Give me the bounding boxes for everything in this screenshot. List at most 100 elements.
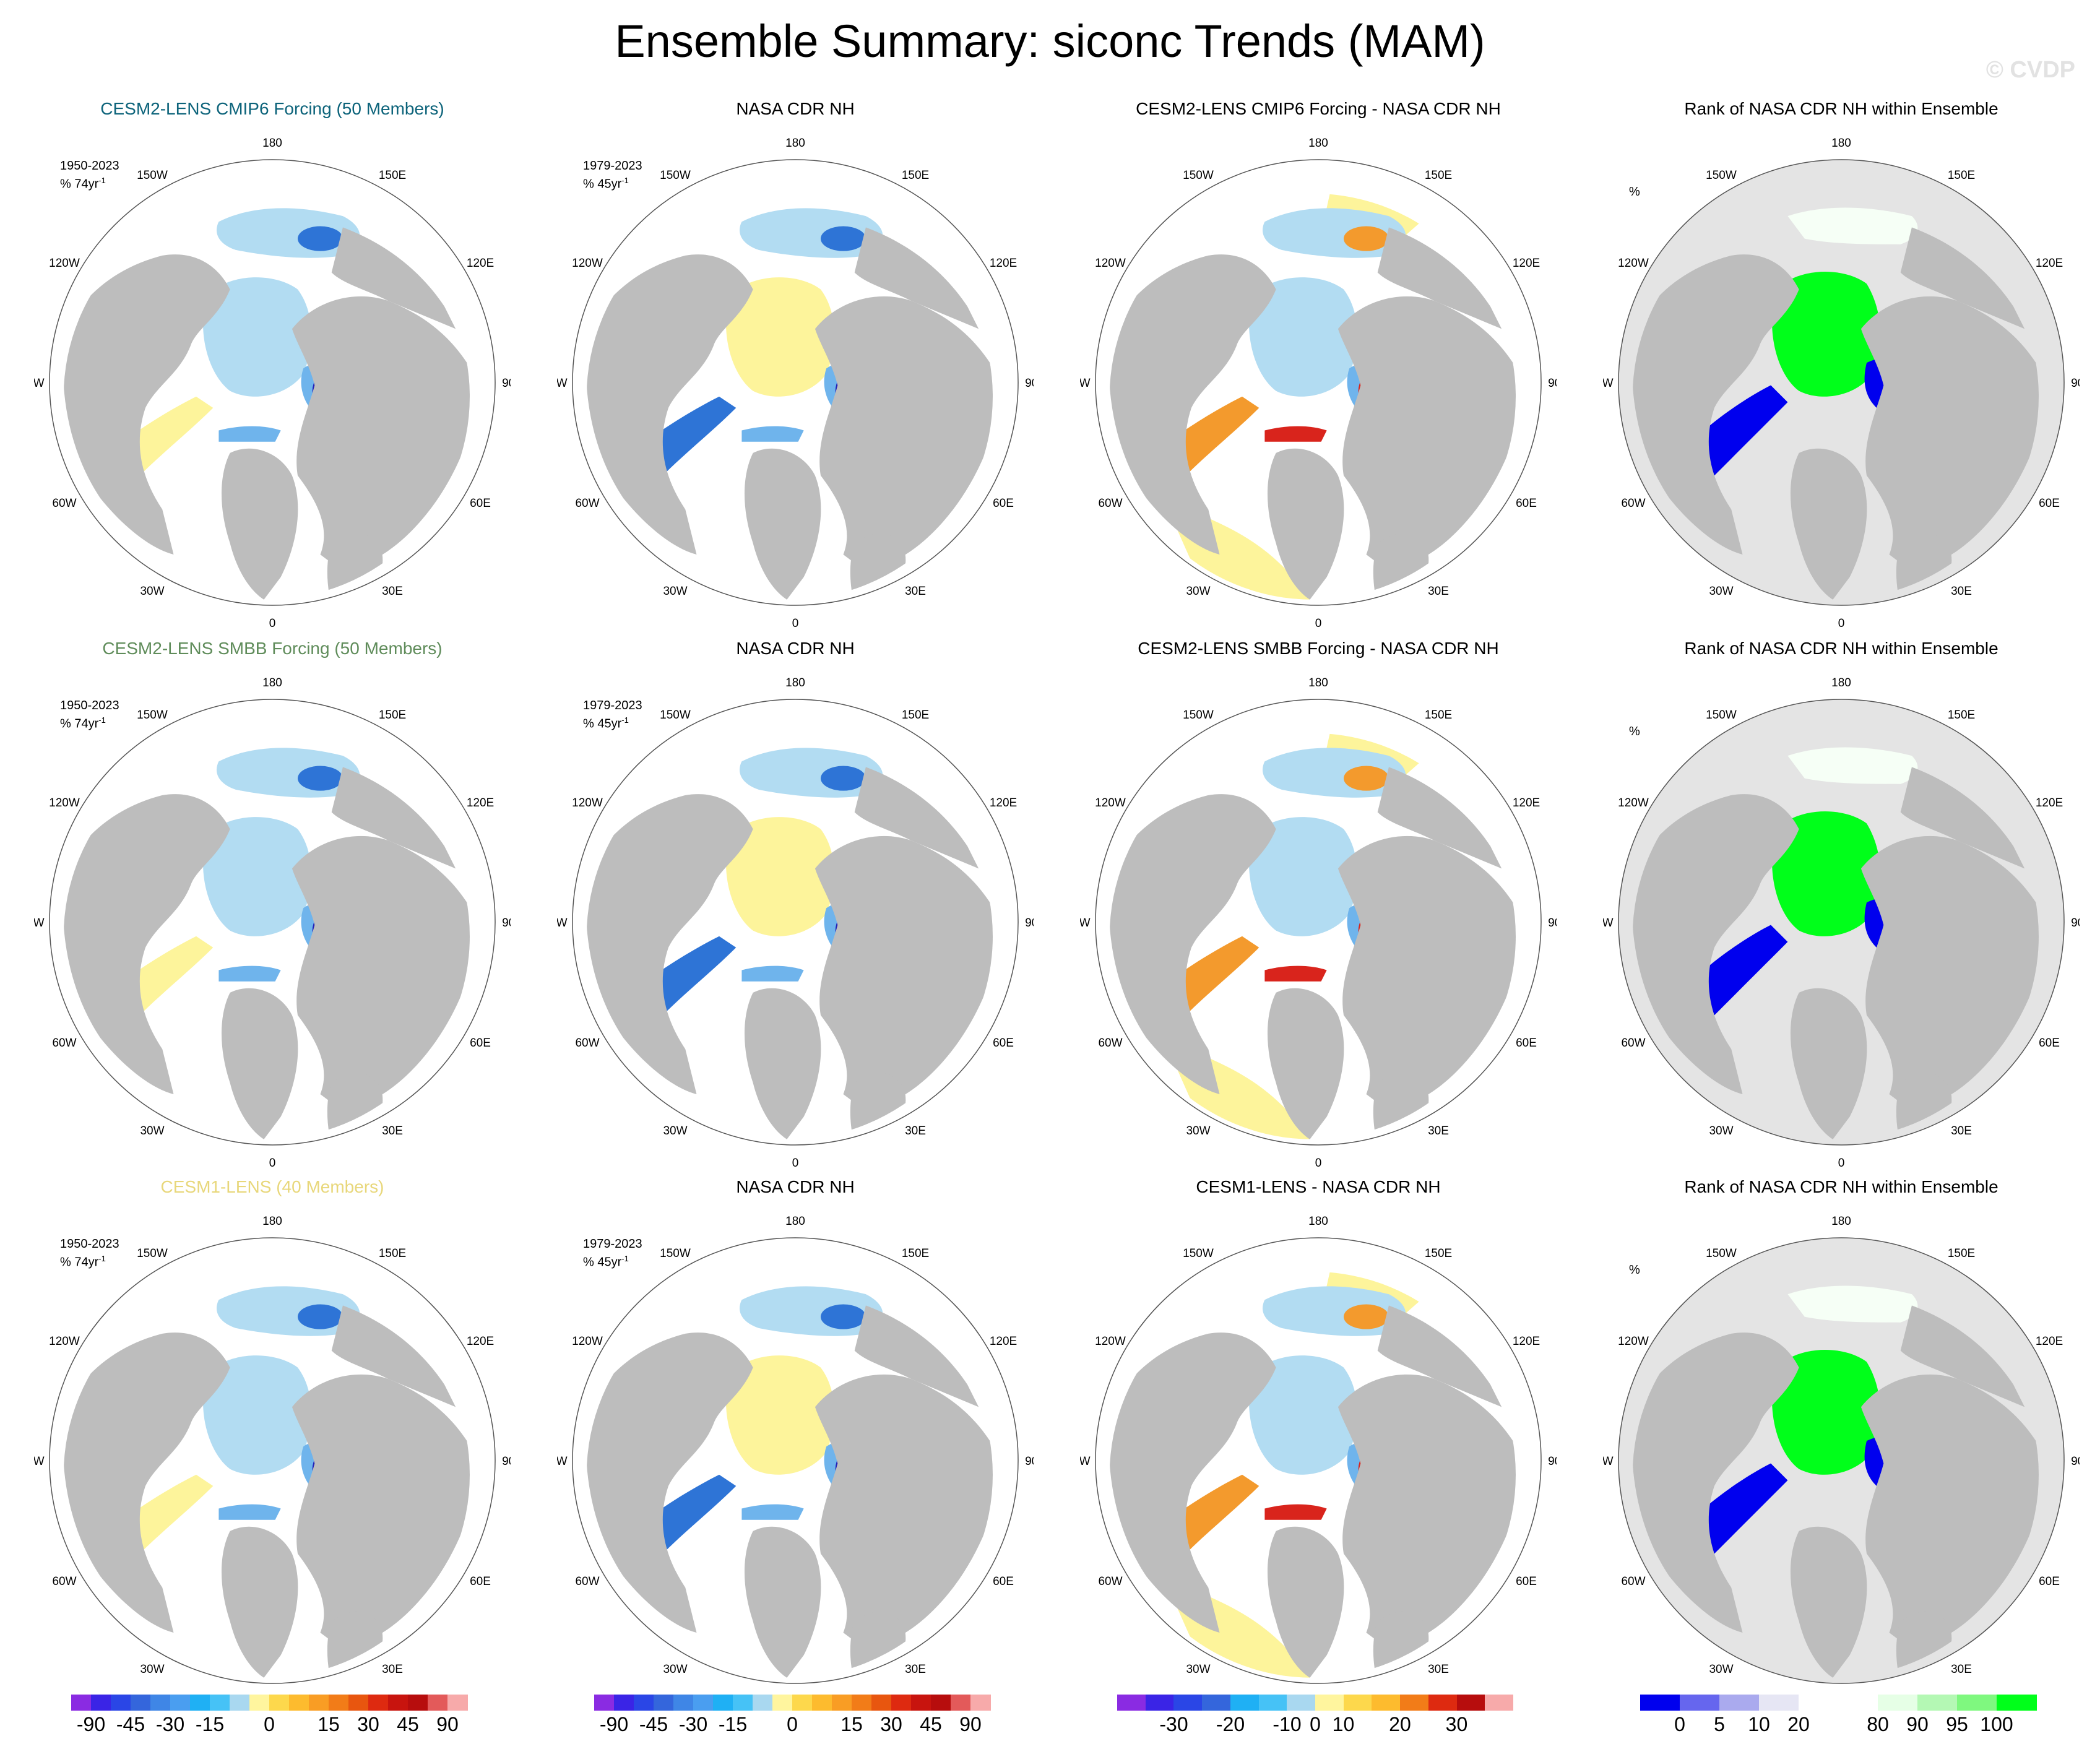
colorbar-swatch — [812, 1695, 832, 1711]
colorbar-tick-label: 15 — [318, 1713, 340, 1735]
eurasia-landmass — [1337, 836, 1516, 1112]
longitude-label: 120E — [990, 257, 1017, 270]
longitude-label: 120E — [1513, 797, 1540, 810]
longitude-label: 30E — [905, 1125, 926, 1138]
polar-map: 180150E120E90E60E30E030W60W90W120W150W — [557, 137, 1034, 630]
period-annotation: 1950-2023 % 74yr-1 — [60, 698, 119, 732]
okhotsk-trend-core — [1344, 1304, 1389, 1329]
colorbar-swatch — [1680, 1695, 1720, 1711]
central-arctic-ice — [1249, 817, 1357, 936]
longitude-label: 150W — [1183, 709, 1214, 722]
colorbar-swatch — [832, 1695, 852, 1711]
longitude-label: 90E — [502, 377, 511, 390]
rank-mid-region — [1787, 747, 1918, 784]
longitude-label: 90E — [2071, 377, 2080, 390]
eurasia-landmass — [815, 1374, 993, 1650]
units-exponent: -1 — [98, 715, 106, 725]
longitude-label: 30W — [140, 1663, 164, 1676]
longitude-label: 0 — [1315, 1157, 1322, 1170]
longitude-label: 30W — [1186, 1125, 1210, 1138]
longitude-label: 150E — [379, 709, 406, 722]
greenland-sea-trend — [1264, 965, 1327, 982]
longitude-label: 0 — [269, 1157, 276, 1170]
longitude-label: 0 — [1315, 617, 1322, 630]
polar-map: 180150E120E90E60E30E030W60W90W120W150W — [1080, 1215, 1557, 1708]
longitude-label: 150W — [660, 169, 691, 182]
longitude-label: 90E — [1548, 1455, 1557, 1468]
longitude-label: 30E — [1951, 1663, 1972, 1676]
colorbar-swatch — [408, 1695, 428, 1711]
okhotsk-trend-core — [298, 226, 343, 251]
colorbar-swatch — [733, 1695, 753, 1711]
longitude-label: 120W — [572, 797, 603, 810]
colorbar-swatch — [931, 1695, 951, 1711]
longitude-label: 60W — [575, 1575, 599, 1588]
colorbar-swatch — [594, 1695, 615, 1711]
longitude-label: 90W — [1080, 917, 1091, 930]
colorbar-swatch — [1287, 1695, 1316, 1711]
longitude-label: 150E — [902, 709, 929, 722]
okhotsk-trend-core — [298, 1304, 343, 1329]
panel-title: Rank of NASA CDR NH within Ensemble — [1684, 1177, 1998, 1196]
longitude-label: 150E — [1948, 169, 1975, 182]
longitude-label: 30E — [1428, 585, 1449, 598]
okhotsk-trend-core — [1344, 226, 1389, 251]
longitude-label: 30E — [1951, 585, 1972, 598]
colorbar-tick-label: 20 — [1787, 1713, 1810, 1735]
longitude-label: 90W — [1080, 377, 1091, 390]
colorbar-swatch — [1799, 1695, 1839, 1711]
longitude-label: 150W — [137, 169, 168, 182]
colorbar-swatch — [1117, 1695, 1146, 1711]
longitude-label: 60W — [52, 1575, 76, 1588]
period-label: 1950-2023 — [60, 699, 119, 712]
polar-map: 180150E120E90E60E30E030W60W90W120W150W — [1603, 676, 2080, 1170]
colorbar-swatch — [190, 1695, 210, 1711]
longitude-label: 90W — [1603, 1455, 1614, 1468]
colorbar-swatch — [269, 1695, 290, 1711]
longitude-label: 60E — [1516, 1037, 1537, 1050]
colorbar-tick-label: 30 — [357, 1713, 379, 1735]
longitude-label: 60W — [52, 497, 76, 510]
colorbar-tick-label: 0 — [264, 1713, 275, 1735]
central-arctic-ice — [203, 817, 311, 936]
colorbar-swatch — [1145, 1695, 1174, 1711]
colorbar-swatch — [131, 1695, 151, 1711]
colorbar-swatch — [1315, 1695, 1344, 1711]
polar-map: 180150E120E90E60E30E030W60W90W120W150W — [1080, 137, 1557, 630]
units-label: % 45yr-1 — [583, 176, 629, 191]
map-boundary — [49, 159, 496, 606]
longitude-label: 180 — [262, 676, 282, 689]
period-annotation: 1979-2023 % 45yr-1 — [583, 1237, 642, 1270]
greenland-sea-trend — [741, 426, 804, 442]
colorbar-swatch — [1343, 1695, 1372, 1711]
units-exponent: -1 — [98, 176, 106, 185]
colorbar-swatch — [1719, 1695, 1760, 1711]
longitude-label: 0 — [792, 1157, 799, 1170]
longitude-label: 60E — [1516, 497, 1537, 510]
colorbar-swatch — [891, 1695, 912, 1711]
longitude-label: 120W — [49, 257, 80, 270]
colorbar-swatch — [210, 1695, 230, 1711]
polar-map: 180150E120E90E60E30E030W60W90W120W150W — [557, 676, 1034, 1170]
longitude-label: 30W — [1186, 1663, 1210, 1676]
colorbar-tick-label: -10 — [1273, 1713, 1302, 1735]
central-arctic-ice — [203, 1355, 311, 1475]
longitude-label: 120E — [1513, 1335, 1540, 1348]
panel-title: CESM2-LENS SMBB Forcing (50 Members) — [102, 639, 443, 658]
longitude-label: 90W — [34, 1455, 45, 1468]
colorbar-swatch — [1400, 1695, 1429, 1711]
units-label: % 45yr-1 — [583, 715, 629, 731]
longitude-label: 60W — [575, 497, 599, 510]
longitude-label: 120W — [572, 1335, 603, 1348]
greenland-landmass — [1267, 988, 1344, 1139]
north-america-landmass — [63, 794, 230, 1094]
map-panel-r1-c2: NASA CDR NH 180 150E 120E 90E 60E 30E 0 30W 60W 90… — [557, 98, 1034, 630]
units-label: % 74yr-1 — [60, 715, 106, 731]
colorbar-swatch — [970, 1695, 991, 1711]
period-annotation: 1950-2023 % 74yr-1 — [60, 158, 119, 192]
longitude-label: 0 — [1838, 617, 1845, 630]
north-america-landmass — [1109, 254, 1276, 555]
colorbar-tick-label: 95 — [1946, 1713, 1968, 1735]
longitude-label: 120W — [572, 257, 603, 270]
longitude-label: 30W — [1709, 1125, 1733, 1138]
